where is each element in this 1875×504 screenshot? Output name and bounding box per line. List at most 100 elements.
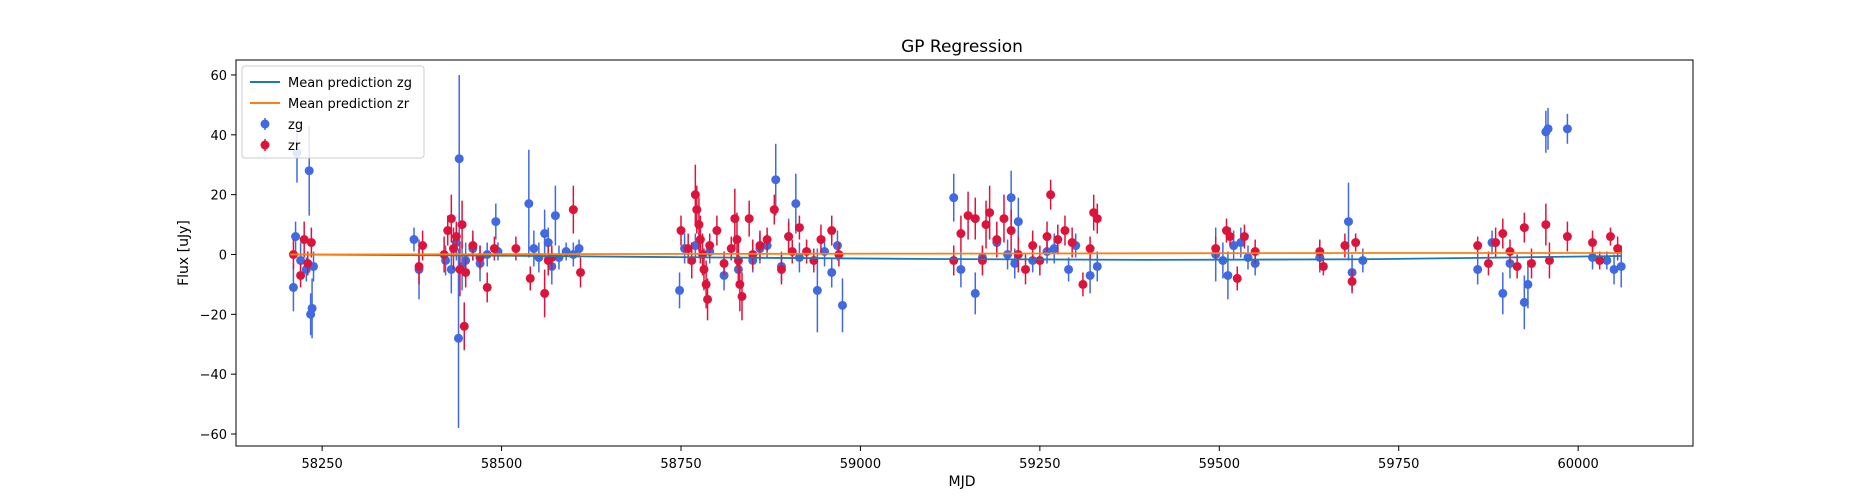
data-point-zr [448, 244, 458, 254]
data-point-zr [1588, 238, 1598, 248]
data-point-zr [1562, 232, 1572, 242]
data-point-zr [568, 205, 578, 215]
legend: Mean prediction zg Mean prediction zr zg zr [241, 65, 425, 159]
mean-prediction-line [289, 253, 1622, 261]
data-point-zg [409, 235, 419, 245]
data-point-zr [784, 232, 794, 242]
data-point-zr [703, 294, 713, 304]
y-tick-label: −40 [200, 368, 227, 383]
data-point-zr [1006, 226, 1016, 236]
data-point-zr [1519, 223, 1529, 233]
data-point-zg [307, 303, 317, 313]
data-point-zr [769, 205, 779, 215]
data-point-zr [468, 241, 478, 251]
data-point-zg [554, 252, 564, 262]
data-point-zr [956, 229, 966, 239]
data-point-zg [1223, 270, 1233, 280]
data-point-zg [446, 264, 456, 274]
data-point-zr [459, 321, 469, 331]
data-point-zr [303, 258, 313, 268]
data-point-zg [1003, 249, 1013, 259]
data-point-zg [1085, 270, 1095, 280]
data-point-zr [1498, 229, 1508, 239]
data-point-zr [735, 279, 745, 289]
data-point-zr [970, 214, 980, 224]
data-point-zr [676, 226, 686, 236]
data-point-zg [1473, 264, 1483, 274]
data-point-zr [1028, 241, 1038, 251]
data-point-zr [1613, 244, 1623, 254]
data-point-zr [1211, 244, 1221, 254]
data-point-zr [482, 282, 492, 292]
data-point-zr [1085, 244, 1095, 254]
legend-label: Mean prediction zr [288, 97, 410, 112]
data-point-zg [1010, 258, 1020, 268]
data-point-zg [304, 166, 314, 176]
data-point-zg [574, 244, 584, 254]
data-point-zg [771, 175, 781, 185]
x-tick-label: 58500 [481, 457, 522, 472]
data-point-zr [726, 244, 736, 254]
plot-area [288, 74, 1626, 429]
data-point-zg [1013, 217, 1023, 227]
data-point-zr [299, 235, 309, 245]
data-point-zg [690, 241, 700, 251]
data-point-zr [1053, 235, 1063, 245]
legend-marker-swatch [260, 140, 270, 150]
x-tick-label: 59000 [840, 457, 881, 472]
x-tick-label: 60000 [1557, 457, 1598, 472]
x-tick-label: 58250 [301, 457, 342, 472]
data-point-zr [1060, 226, 1070, 236]
x-tick-label: 59750 [1378, 457, 1419, 472]
data-point-zr [1046, 190, 1056, 200]
data-point-zg [454, 154, 464, 164]
data-point-zr [730, 214, 740, 224]
data-point-zr [1544, 255, 1554, 265]
data-point-zr [977, 255, 987, 265]
data-point-zr [1473, 241, 1483, 251]
data-point-zr [827, 226, 837, 236]
axes: 58250 58500 58750 59000 59250 59500 59750 60000… [200, 59, 1694, 472]
data-point-zg [1523, 279, 1533, 289]
data-point-zr [540, 288, 550, 298]
data-point-zg [949, 193, 959, 203]
data-point-zr [776, 264, 786, 274]
data-point-zr [1605, 232, 1615, 242]
x-tick-label: 59250 [1019, 457, 1060, 472]
data-point-zr [719, 258, 729, 268]
data-point-zr [1315, 247, 1325, 257]
legend-label: zr [288, 139, 301, 154]
mean-prediction-line [289, 252, 1622, 256]
data-point-zr [1541, 220, 1551, 230]
data-point-zg [1229, 241, 1239, 251]
data-point-zg [1562, 124, 1572, 134]
data-point-zg [1602, 255, 1612, 265]
y-tick-label: 40 [210, 129, 227, 144]
x-tick-label: 58750 [660, 457, 701, 472]
data-point-zr [992, 235, 1002, 245]
data-point-zr [1491, 238, 1501, 248]
legend-label: Mean prediction zg [288, 76, 412, 91]
data-point-zg [1616, 261, 1626, 271]
data-point-zg [550, 211, 560, 221]
y-tick-label: 20 [210, 189, 227, 204]
data-point-zr [737, 291, 747, 301]
legend-box [241, 65, 425, 159]
data-point-zr [701, 279, 711, 289]
data-point-zr [690, 190, 700, 200]
data-point-zr [1078, 279, 1088, 289]
data-point-zg [288, 282, 298, 292]
data-point-zr [699, 264, 709, 274]
data-point-zg [491, 217, 501, 227]
data-point-zr [1013, 249, 1023, 259]
data-point-zg [837, 300, 847, 310]
data-point-zg [832, 241, 842, 251]
data-point-zr [443, 226, 453, 236]
y-tick-label: −20 [200, 308, 227, 323]
data-point-zg [827, 267, 837, 277]
data-point-zr [1351, 238, 1361, 248]
data-point-zr [963, 211, 973, 221]
data-point-zg [1498, 288, 1508, 298]
